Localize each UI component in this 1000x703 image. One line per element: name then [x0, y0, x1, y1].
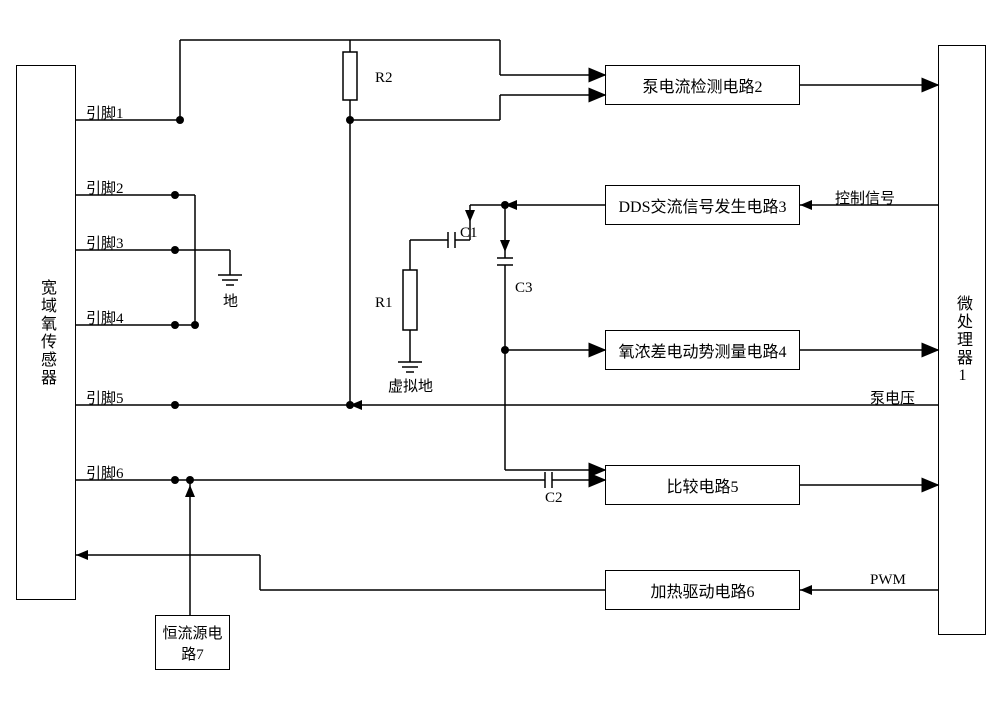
mcu-label: 微处理器1 — [950, 295, 974, 386]
control-signal-label: 控制信号 — [835, 187, 895, 208]
o2-emf-block: 氧浓差电动势测量电路4 — [605, 330, 800, 370]
vgnd-label: 虚拟地 — [388, 375, 433, 396]
c3-label: C3 — [515, 280, 533, 297]
wiring-svg — [0, 0, 1000, 703]
pin4-label: 引脚4 — [86, 307, 124, 328]
gnd-label: 地 — [223, 290, 238, 311]
pin6-label: 引脚6 — [86, 462, 124, 483]
dds-block: DDS交流信号发生电路3 — [605, 185, 800, 225]
r1-label: R1 — [375, 295, 393, 312]
c1-label: C1 — [460, 225, 478, 242]
pwm-label: PWM — [870, 572, 906, 589]
sensor-label: 宽域氧传感器 — [34, 279, 58, 387]
r2-label: R2 — [375, 70, 393, 87]
pump-current-detect-label: 泵电流检测电路2 — [642, 73, 762, 97]
o2-emf-label: 氧浓差电动势测量电路4 — [618, 338, 786, 362]
const-current-label: 恒流源电路7 — [156, 622, 229, 664]
heater-drive-block: 加热驱动电路6 — [605, 570, 800, 610]
dds-label: DDS交流信号发生电路3 — [618, 193, 786, 217]
pin2-label: 引脚2 — [86, 177, 124, 198]
mcu-block: 微处理器1 — [938, 45, 986, 635]
heater-drive-label: 加热驱动电路6 — [650, 578, 754, 602]
pump-voltage-label: 泵电压 — [870, 387, 915, 408]
pin3-label: 引脚3 — [86, 232, 124, 253]
pin1-label: 引脚1 — [86, 102, 124, 123]
sensor-block: 宽域氧传感器 — [16, 65, 76, 600]
compare-block: 比较电路5 — [605, 465, 800, 505]
c2-label: C2 — [545, 490, 563, 507]
pump-current-detect-block: 泵电流检测电路2 — [605, 65, 800, 105]
pin5-label: 引脚5 — [86, 387, 124, 408]
compare-label: 比较电路5 — [666, 473, 738, 497]
const-current-block: 恒流源电路7 — [155, 615, 230, 670]
